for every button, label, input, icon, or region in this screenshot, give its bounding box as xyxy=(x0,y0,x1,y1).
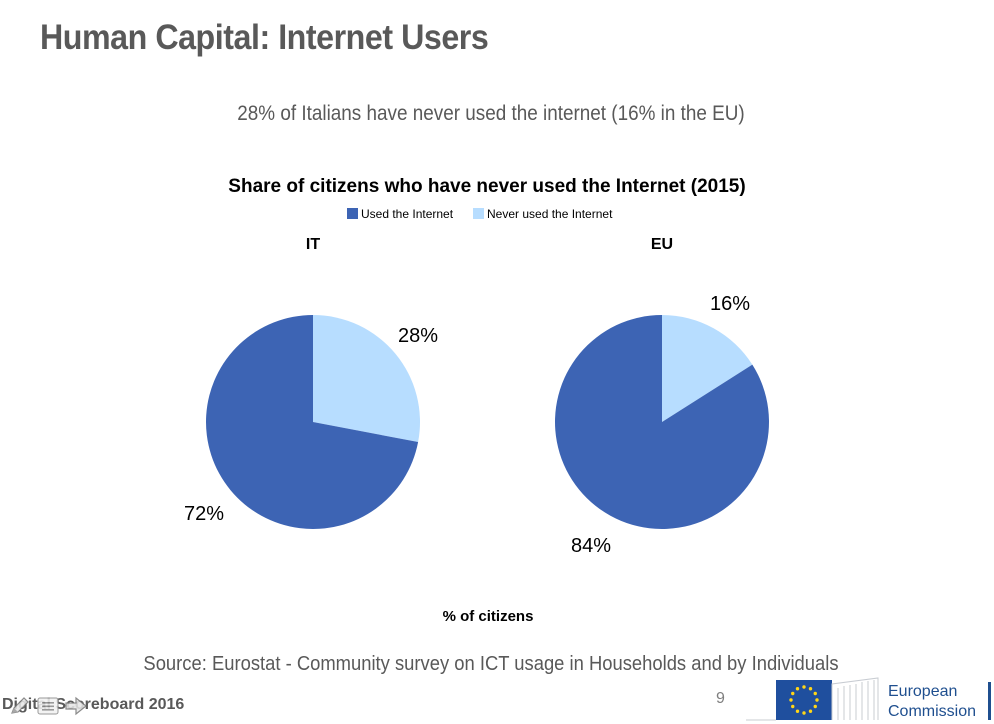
legend-label-never: Never used the Internet xyxy=(487,207,613,221)
menu-button[interactable] xyxy=(36,695,60,717)
pie-slice-eu-never xyxy=(662,315,753,422)
label-it-never: 28% xyxy=(398,325,438,347)
chart-title: Share of citizens who have never used th… xyxy=(228,176,745,197)
pie-title-it: IT xyxy=(306,236,320,253)
menu-icon xyxy=(37,697,59,715)
pie-it xyxy=(205,315,420,529)
legend: Used the Internet Never used the Interne… xyxy=(347,207,613,221)
legend-swatch-used xyxy=(347,208,358,219)
european-commission-wordmark: European Commission xyxy=(888,682,976,722)
presentation-toolbar xyxy=(8,694,88,718)
arrow-right-icon xyxy=(65,696,87,716)
pie-eu xyxy=(554,315,769,529)
pen-icon xyxy=(11,697,29,714)
legend-label-used: Used the Internet xyxy=(361,207,454,221)
logo-line-2: Commission xyxy=(888,703,977,720)
slide-subtitle: 28% of Italians have never used the inte… xyxy=(237,102,745,125)
label-it-used: 72% xyxy=(184,503,224,525)
label-eu-never: 16% xyxy=(710,293,750,315)
pie-slice-eu-used xyxy=(554,315,769,529)
pie-chart: Share of citizens who have never used th… xyxy=(184,176,769,625)
source-note: Source: Eurostat - Community survey on I… xyxy=(143,653,839,675)
x-axis-label: % of citizens xyxy=(443,608,534,625)
page-number: 9 xyxy=(716,690,725,707)
pen-tool-button[interactable] xyxy=(8,695,32,717)
european-commission-logo xyxy=(746,677,991,721)
pie-slice-it-never xyxy=(313,315,420,443)
eu-flag-icon xyxy=(776,680,832,720)
pie-title-eu: EU xyxy=(651,236,673,253)
logo-line-1: European xyxy=(888,683,958,700)
berlaymont-building-icon xyxy=(746,677,879,721)
slide-title: Human Capital: Internet Users xyxy=(40,18,489,57)
legend-swatch-never xyxy=(473,208,484,219)
label-eu-used: 84% xyxy=(571,535,611,557)
next-slide-button[interactable] xyxy=(64,695,88,717)
pie-slice-it-used xyxy=(205,315,419,529)
